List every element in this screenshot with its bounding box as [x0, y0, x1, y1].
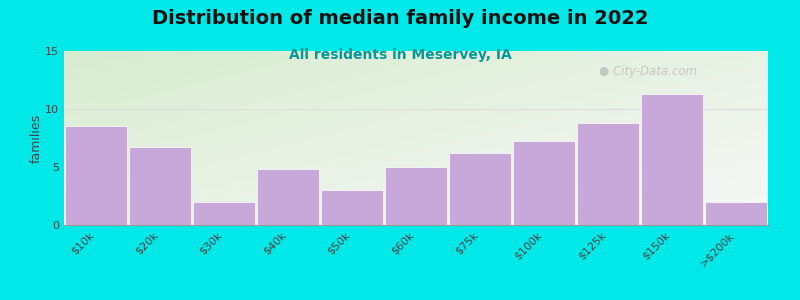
Bar: [705, 202, 767, 225]
Bar: [65, 126, 127, 225]
Bar: [321, 190, 383, 225]
Bar: [129, 147, 191, 225]
Bar: [577, 123, 639, 225]
Text: All residents in Meservey, IA: All residents in Meservey, IA: [289, 48, 511, 62]
Bar: [513, 142, 575, 225]
Bar: [193, 202, 255, 225]
Text: ● City-Data.com: ● City-Data.com: [599, 65, 697, 78]
Bar: [385, 167, 447, 225]
Y-axis label: families: families: [30, 113, 42, 163]
Text: Distribution of median family income in 2022: Distribution of median family income in …: [152, 9, 648, 28]
Bar: [641, 94, 703, 225]
Bar: [257, 169, 319, 225]
Bar: [449, 153, 511, 225]
